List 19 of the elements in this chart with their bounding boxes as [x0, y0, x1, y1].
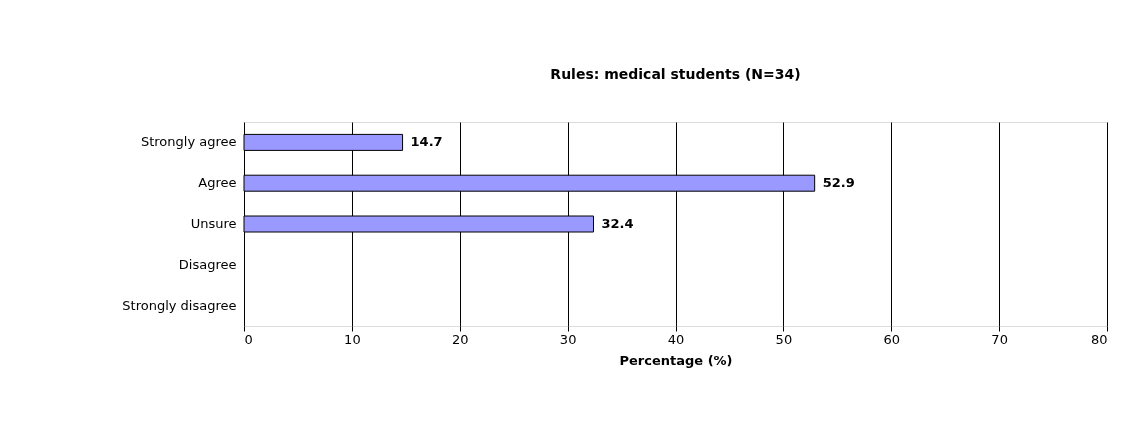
y-tick-label: Strongly agree [140, 134, 237, 150]
chart-title: Rules: medical students (N=34) [550, 66, 801, 82]
x-tick-label: 50 [775, 331, 793, 347]
data-label: 52.9 [822, 175, 855, 191]
y-tick-label: Agree [198, 175, 237, 191]
y-tick-label: Unsure [190, 216, 237, 231]
data-label: 32.4 [601, 216, 634, 231]
x-tick-label: 30 [559, 331, 577, 347]
x-axis-title: Percentage (%) [619, 352, 733, 368]
x-tick-label: 0 [244, 331, 253, 347]
x-tick-label: 20 [451, 331, 469, 347]
data-label: 14.7 [410, 134, 443, 150]
x-tick-label: 10 [344, 331, 361, 347]
x-tick-label: 40 [667, 331, 685, 347]
x-tick-label: 60 [883, 331, 901, 347]
y-tick-label: Strongly disagree [122, 297, 237, 313]
y-tick-label: Disagree [178, 256, 237, 272]
x-tick-label: 70 [991, 331, 1008, 347]
x-tick-label: 80 [1090, 331, 1108, 347]
